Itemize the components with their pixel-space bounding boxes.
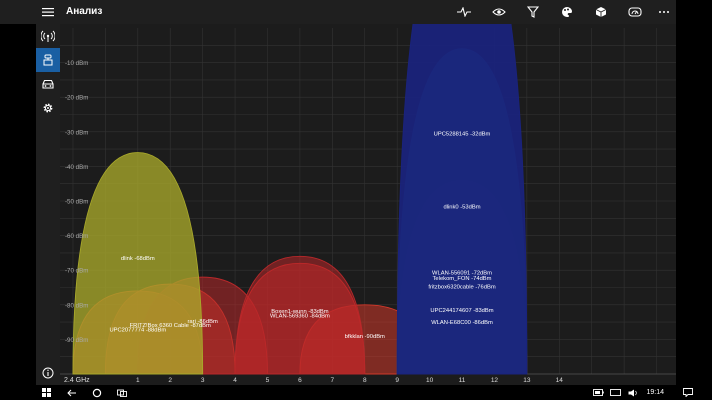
x-tick-label: 14 — [556, 377, 564, 384]
series-label: dlink -68dBm — [121, 256, 155, 262]
wifi-signal-icon — [41, 30, 55, 42]
chart-axis-layer: 2.4 GHz -10 dBm -20 dBm -30 dBm -40 dBm -50 … — [64, 60, 563, 384]
y-tick-label: -70 dBm — [65, 268, 88, 275]
back-arrow-icon — [67, 389, 76, 396]
start-button[interactable] — [38, 385, 54, 400]
y-tick-label: -50 dBm — [65, 199, 88, 206]
hamburger-icon — [42, 8, 54, 17]
series-label: UPC244174607 -83dBm — [430, 308, 493, 314]
x-tick-label: 4 — [233, 377, 237, 384]
speed-button[interactable] — [621, 0, 649, 24]
series-label: FRITZ!Box 6360 Cable -87dBm — [130, 323, 211, 329]
series-label: Boxen1-wunn -83dBm — [271, 309, 329, 315]
series-label: fritzbox6320cable -76dBm — [428, 285, 496, 291]
task-view-icon — [117, 389, 127, 397]
x-tick-label: 13 — [523, 377, 531, 384]
page-title: Анализ — [66, 6, 103, 17]
y-tick-label: -60 dBm — [65, 233, 88, 240]
more-options-button[interactable] — [650, 0, 678, 24]
back-button[interactable] — [64, 385, 80, 400]
series-label: bfkklan -90dBm — [345, 334, 385, 340]
x-tick-label: 1 — [136, 377, 140, 384]
cortana-icon — [92, 388, 102, 397]
filter-button[interactable] — [519, 0, 547, 24]
series-label: WLAN-569360 -84dBm — [270, 314, 330, 320]
battery-indicator[interactable] — [591, 385, 605, 400]
task-view-button[interactable] — [114, 385, 130, 400]
series-area — [72, 152, 204, 375]
filter-icon — [527, 6, 539, 18]
sidebar-item-networks[interactable] — [36, 24, 60, 48]
hamburger-menu-button[interactable] — [36, 0, 60, 24]
notification-icon — [683, 388, 693, 397]
monitor-icon — [609, 388, 621, 396]
x-tick-label: 8 — [363, 377, 367, 384]
y-tick-label: -10 dBm — [65, 60, 88, 67]
sidebar — [36, 24, 60, 385]
volume-indicator[interactable] — [626, 385, 640, 400]
series-label: dlink0 -53dBm — [443, 204, 480, 210]
x-tick-label: 6 — [298, 377, 302, 384]
x-tick-label: 12 — [491, 377, 499, 384]
x-tick-label: 2 — [168, 377, 172, 384]
car-icon — [42, 79, 54, 89]
y-tick-label: -30 dBm — [65, 129, 88, 136]
3d-view-button[interactable] — [587, 0, 615, 24]
x-tick-label: 11 — [459, 377, 466, 384]
notification-center-button[interactable] — [680, 385, 696, 400]
info-icon — [42, 367, 54, 379]
y-tick-label: -80 dBm — [65, 302, 88, 309]
windows-logo-icon — [41, 388, 51, 397]
visibility-button[interactable] — [485, 0, 513, 24]
x-tick-label: 3 — [201, 377, 205, 384]
taskbar: 19:14 — [0, 385, 712, 400]
taskbar-clock: 19:14 — [646, 389, 664, 396]
sidebar-item-vehicle[interactable] — [36, 72, 60, 96]
x-tick-label: 5 — [266, 377, 270, 384]
series-label: rari -86dBm — [188, 319, 218, 325]
y-tick-label: -90 dBm — [65, 337, 88, 344]
series-label: Telekom_FON -74dBm — [433, 276, 492, 282]
eye-icon — [492, 8, 506, 16]
color-theme-button[interactable] — [553, 0, 581, 24]
x-tick-label: 9 — [395, 377, 399, 384]
search-button[interactable] — [89, 385, 105, 400]
cube-icon — [595, 7, 607, 17]
sidebar-item-settings[interactable] — [36, 96, 60, 120]
y-tick-label: -20 dBm — [65, 95, 88, 102]
router-icon — [43, 54, 53, 66]
more-icon — [659, 11, 669, 13]
series-area — [234, 255, 366, 375]
display-indicator[interactable] — [608, 385, 622, 400]
battery-icon — [592, 389, 604, 396]
gear-icon — [43, 103, 53, 113]
series-label: UPC2077774 -88dBm — [109, 327, 166, 333]
signal-graph-button[interactable] — [450, 0, 478, 24]
sidebar-item-analysis[interactable] — [36, 48, 60, 72]
info-button[interactable] — [36, 361, 60, 385]
title-bar: Анализ — [0, 0, 676, 24]
series-label: UPC5288145 -32dBm — [434, 131, 491, 137]
band-label: 2.4 GHz — [64, 377, 90, 384]
palette-icon — [562, 7, 573, 17]
series-area — [396, 24, 528, 375]
speaker-icon — [628, 389, 637, 396]
series-label: WLAN-556091 -72dBm — [432, 271, 492, 277]
chart-series-layer — [72, 24, 528, 375]
gauge-icon — [628, 7, 642, 17]
series-label: WLAN-E68C00 -86dBm — [431, 320, 493, 326]
y-tick-label: -40 dBm — [65, 164, 88, 171]
x-tick-label: 10 — [426, 377, 434, 384]
x-tick-label: 7 — [331, 377, 335, 384]
pulse-icon — [457, 7, 471, 17]
